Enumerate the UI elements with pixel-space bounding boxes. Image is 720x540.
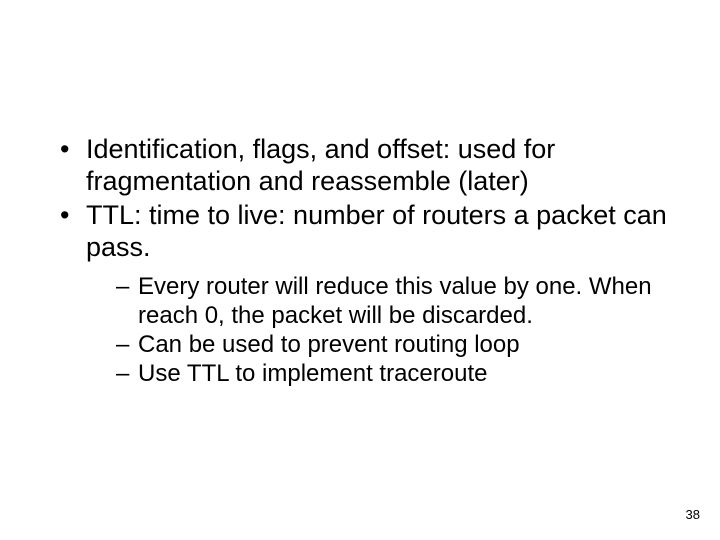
sub-bullet-text: Can be used to prevent routing loop bbox=[138, 331, 520, 358]
slide-content: Identification, flags, and offset: used … bbox=[54, 134, 674, 391]
sub-bullet-text: Every router will reduce this value by o… bbox=[138, 273, 652, 328]
bullet-item: TTL: time to live: number of routers a p… bbox=[54, 200, 674, 389]
sub-bullet-text: Use TTL to implement traceroute bbox=[138, 360, 487, 387]
sub-bullet-item: Every router will reduce this value by o… bbox=[116, 273, 674, 330]
bullet-item: Identification, flags, and offset: used … bbox=[54, 134, 674, 198]
sub-bullet-item: Use TTL to implement traceroute bbox=[116, 360, 674, 388]
slide: Identification, flags, and offset: used … bbox=[0, 0, 720, 540]
bullet-text: TTL: time to live: number of routers a p… bbox=[86, 200, 667, 262]
sub-bullet-item: Can be used to prevent routing loop bbox=[116, 331, 674, 359]
bullet-text: Identification, flags, and offset: used … bbox=[86, 134, 555, 196]
page-number: 38 bbox=[686, 507, 700, 522]
bullet-list-level2: Every router will reduce this value by o… bbox=[86, 273, 674, 388]
bullet-list-level1: Identification, flags, and offset: used … bbox=[54, 134, 674, 389]
